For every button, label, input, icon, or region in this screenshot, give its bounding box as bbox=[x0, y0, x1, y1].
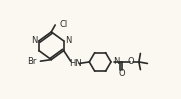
Text: O: O bbox=[127, 57, 134, 66]
Text: HN: HN bbox=[69, 59, 82, 68]
Text: N: N bbox=[113, 57, 120, 66]
Text: N: N bbox=[65, 36, 72, 45]
Text: N: N bbox=[31, 36, 37, 45]
Text: Br: Br bbox=[27, 57, 37, 66]
Text: Cl: Cl bbox=[59, 20, 67, 29]
Text: O: O bbox=[119, 69, 125, 78]
